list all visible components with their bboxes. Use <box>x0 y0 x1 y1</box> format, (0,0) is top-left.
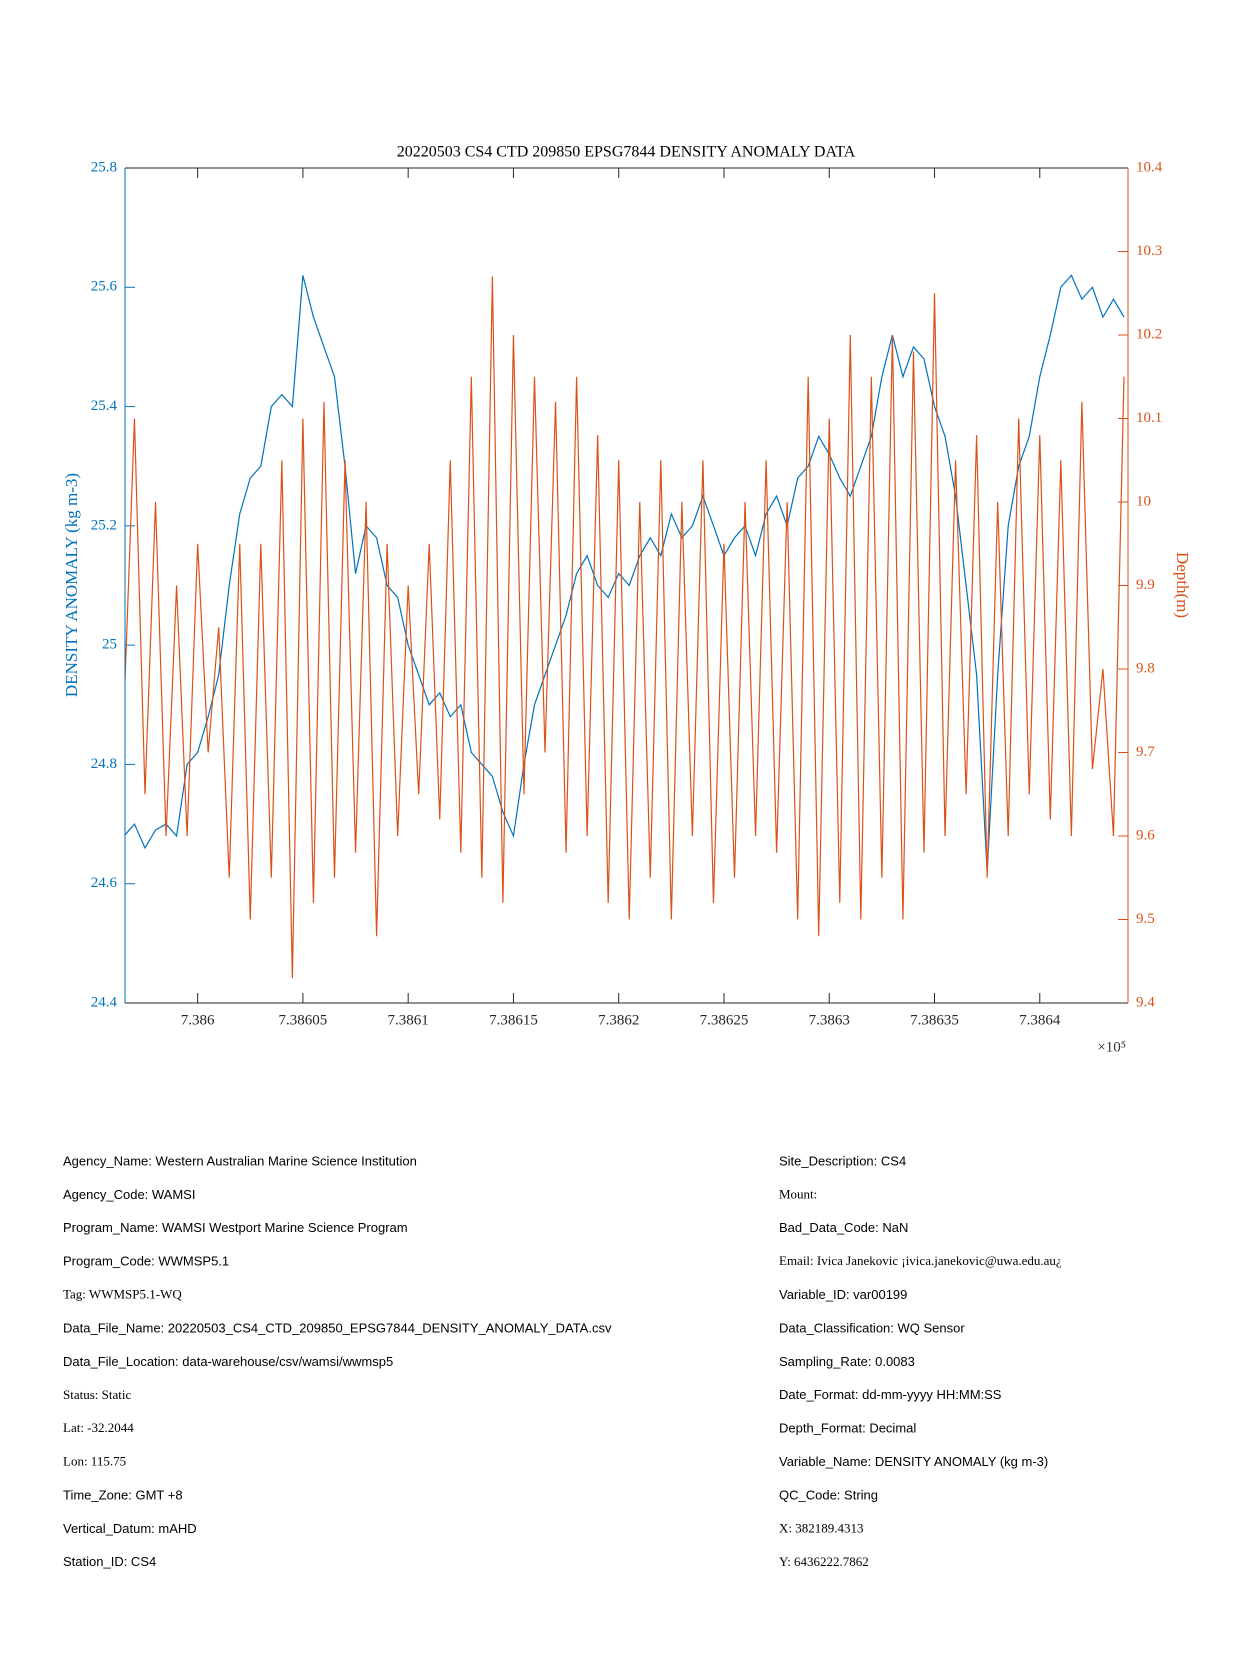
y2-tick-label: 10.4 <box>1136 159 1163 175</box>
metadata-field: Date_Format: dd-mm-yyyy HH:MM:SS <box>779 1387 1002 1402</box>
metadata-field: X: 382189.4313 <box>779 1520 864 1535</box>
metadata-field: Agency_Code: WAMSI <box>63 1187 195 1202</box>
metadata-field: Mount: <box>779 1186 817 1201</box>
x-tick-label: 7.38625 <box>700 1012 749 1028</box>
metadata-field: Site_Description: CS4 <box>779 1153 906 1168</box>
y-tick-label: 24.4 <box>91 994 118 1010</box>
y-tick-label: 25.4 <box>91 398 118 414</box>
metadata-field: Vertical_Datum: mAHD <box>63 1521 197 1536</box>
metadata-field: QC_Code: String <box>779 1487 878 1502</box>
y2-tick-label: 10.1 <box>1136 410 1162 426</box>
metadata-field: Bad_Data_Code: NaN <box>779 1220 908 1235</box>
y-axis-label: DENSITY ANOMALY (kg m-3) <box>62 473 81 697</box>
y-tick-label: 25.2 <box>91 517 117 533</box>
metadata-field: Station_ID: CS4 <box>63 1554 156 1569</box>
x-tick-label: 7.3863 <box>809 1012 850 1028</box>
x-tick-label: 7.386 <box>181 1012 215 1028</box>
metadata-field: Lon: 115.75 <box>63 1454 126 1469</box>
metadata-field: Agency_Name: Western Australian Marine S… <box>63 1153 417 1168</box>
data-line <box>125 276 1125 978</box>
metadata-field: Program_Name: WAMSI Westport Marine Scie… <box>63 1220 408 1235</box>
y-tick-label: 25.8 <box>91 159 117 175</box>
metadata-field: Tag: WWMSP5.1-WQ <box>63 1287 182 1302</box>
x-tick-label: 7.3862 <box>598 1012 639 1028</box>
metadata-field: Y: 6436222.7862 <box>779 1554 869 1569</box>
y-tick-label: 25 <box>102 637 117 653</box>
y-tick-label: 24.6 <box>91 875 118 891</box>
y-tick-label: 24.8 <box>91 756 117 772</box>
y2-tick-label: 9.9 <box>1136 577 1155 593</box>
y-tick-label: 25.6 <box>91 279 118 295</box>
y2-tick-label: 9.4 <box>1136 994 1155 1010</box>
x-exponent-label: ×10⁵ <box>1097 1039 1126 1055</box>
metadata-field: Program_Code: WWMSP5.1 <box>63 1254 229 1269</box>
y2-tick-label: 9.6 <box>1136 827 1155 843</box>
x-tick-label: 7.38605 <box>279 1012 328 1028</box>
metadata-field: Data_File_Name: 20220503_CS4_CTD_209850_… <box>63 1320 612 1335</box>
metadata-field: Data_Classification: WQ Sensor <box>779 1320 965 1335</box>
y2-tick-label: 9.8 <box>1136 660 1155 676</box>
y2-axis-label: Depth(m) <box>1173 552 1192 618</box>
y2-tick-label: 10.2 <box>1136 326 1162 342</box>
y2-tick-label: 10.3 <box>1136 243 1162 259</box>
y2-tick-label: 9.5 <box>1136 911 1155 927</box>
x-tick-label: 7.3864 <box>1019 1012 1061 1028</box>
metadata-field: Variable_ID: var00199 <box>779 1287 907 1302</box>
metadata-field: Status: Static <box>63 1387 131 1402</box>
metadata-field: Data_File_Location: data-warehouse/csv/w… <box>63 1354 393 1369</box>
x-tick-label: 7.38615 <box>489 1012 538 1028</box>
metadata-field: Time_Zone: GMT +8 <box>63 1487 183 1502</box>
metadata-field: Email: Ivica Janekovic ¡ivica.janekovic@… <box>779 1253 1062 1268</box>
y2-tick-label: 10 <box>1136 493 1151 509</box>
metadata-field: Lat: -32.2044 <box>63 1420 134 1435</box>
chart-title: 20220503 CS4 CTD 209850 EPSG7844 DENSITY… <box>397 144 856 161</box>
metadata-field: Sampling_Rate: 0.0083 <box>779 1354 915 1369</box>
metadata-field: Depth_Format: Decimal <box>779 1421 916 1436</box>
y2-tick-label: 9.7 <box>1136 744 1155 760</box>
x-tick-label: 7.3861 <box>388 1012 429 1028</box>
metadata-field: Variable_Name: DENSITY ANOMALY (kg m-3) <box>779 1454 1048 1469</box>
x-tick-label: 7.38635 <box>910 1012 959 1028</box>
